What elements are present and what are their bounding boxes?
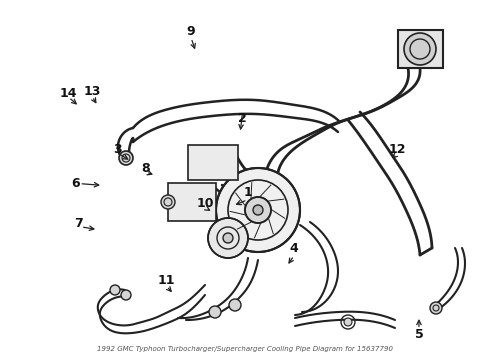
Text: 2: 2 (238, 112, 247, 125)
Circle shape (119, 151, 133, 165)
Circle shape (121, 290, 131, 300)
Circle shape (208, 218, 248, 258)
Bar (168, 183, 216, 221)
Bar (398, 30, 443, 68)
Text: 13: 13 (83, 85, 101, 98)
Text: 8: 8 (142, 162, 150, 175)
Circle shape (430, 302, 442, 314)
Text: 10: 10 (197, 197, 215, 210)
Text: 12: 12 (388, 143, 406, 156)
Text: 6: 6 (72, 177, 80, 190)
Circle shape (223, 233, 233, 243)
Circle shape (110, 285, 120, 295)
Text: 9: 9 (187, 25, 196, 38)
Circle shape (253, 205, 263, 215)
Circle shape (216, 168, 300, 252)
Bar (188, 145, 238, 180)
Circle shape (161, 195, 175, 209)
Text: 7: 7 (74, 217, 83, 230)
Text: 1: 1 (243, 186, 252, 199)
Circle shape (344, 318, 352, 326)
Circle shape (229, 299, 241, 311)
Text: 3: 3 (113, 143, 122, 156)
Text: 1992 GMC Typhoon Turbocharger/Supercharger Cooling Pipe Diagram for 15637790: 1992 GMC Typhoon Turbocharger/Supercharg… (97, 346, 393, 352)
Text: 5: 5 (415, 328, 423, 341)
Circle shape (245, 197, 271, 223)
Circle shape (209, 306, 221, 318)
Text: 11: 11 (158, 274, 175, 287)
Text: 14: 14 (60, 87, 77, 100)
Text: 4: 4 (290, 242, 298, 255)
Circle shape (404, 33, 436, 65)
